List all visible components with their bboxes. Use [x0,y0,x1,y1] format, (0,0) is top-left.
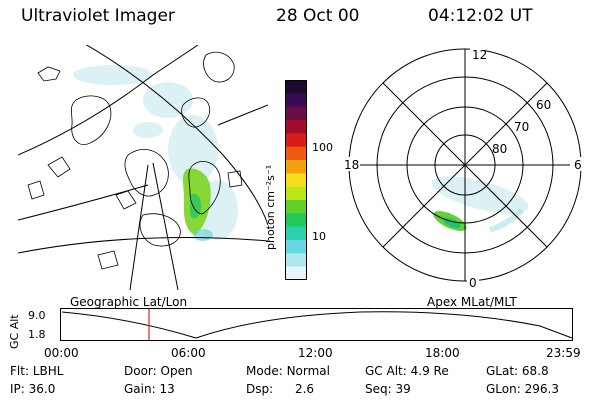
colorbar-cell [285,93,307,108]
info-gcalt: GC Alt: 4.9 Re [365,364,449,378]
colorbar-cells [285,80,307,280]
altitude-ytick-min: 1.8 [28,328,46,341]
app-title: Ultraviolet Imager [21,6,175,26]
colorbar-cell [285,133,307,148]
colorbar-unit-label: photon cm⁻²s⁻¹ [264,164,277,250]
info-door-value: Open [160,364,193,378]
info-seq-label: Seq: [365,382,392,396]
time-tick-1800: 18:00 [425,346,460,360]
info-gcalt-value: 4.9 Re [410,364,449,378]
colorbar-cell [285,80,307,94]
colorbar-cell [285,253,307,268]
info-mode-value: Normal [286,364,330,378]
info-glon-value: 296.3 [524,382,559,396]
info-ip-value: 36.0 [28,382,56,396]
time-tick-0000: 00:00 [44,346,79,360]
colorbar-cell [285,160,307,174]
polar-plot: 12 18 6 0 60 70 80 [342,47,584,290]
colorbar-tick-10: 10 [312,230,326,243]
mlt-label-6: 6 [574,158,582,172]
info-flt: Flt: LBHL [10,364,63,378]
colorbar-cell [285,146,307,161]
colorbar-cell [285,266,307,280]
info-dsp-label: Dsp: [246,382,274,396]
info-gain-value: 13 [159,382,175,396]
info-door-label: Door: [124,364,157,378]
mlat-label-70: 70 [514,120,529,134]
info-flt-label: Flt: [10,364,29,378]
info-mode: Mode: Normal [246,364,330,378]
info-door: Door: Open [124,364,193,378]
info-dsp-value: 2.6 [294,382,315,396]
info-glat-value: 68.8 [521,364,549,378]
colorbar-cell [285,200,307,214]
mlt-label-0: 0 [469,276,477,290]
colorbar-tick-100: 100 [312,141,333,154]
info-seq: Seq: 39 [365,382,411,396]
info-ip: IP: 36.0 [10,382,55,396]
mlt-label-18: 18 [344,158,359,172]
colorbar-cell [285,106,307,121]
mlat-label-80: 80 [492,142,507,156]
time-label: 04:12:02 UT [428,6,533,26]
info-glon: GLon: 296.3 [486,382,559,396]
geographic-map [18,45,268,290]
coastlines [27,51,243,270]
colorbar-cell [285,226,307,241]
colorbar-cell [285,213,307,228]
date-label: 28 Oct 00 [276,6,360,26]
colorbar-cell [285,186,307,201]
colorbar-cell [285,120,307,134]
polar-grid [348,48,582,282]
info-mode-label: Mode: [246,364,283,378]
info-seq-value: 39 [395,382,411,396]
altitude-curve [61,311,573,339]
colorbar-cell [285,240,307,254]
info-gain-label: Gain: [124,382,156,396]
info-dsp: Dsp: 2.6 [246,382,314,396]
info-ip-label: IP: [10,382,25,396]
mlat-label-60: 60 [536,98,551,112]
time-tick-1200: 12:00 [298,346,333,360]
time-tick-2359: 23:59 [546,346,581,360]
info-flt-value: LBHL [32,364,64,378]
info-gain: Gain: 13 [124,382,175,396]
colorbar [285,80,307,280]
latlon-grid [18,45,268,290]
geographic-caption: Geographic Lat/Lon [70,295,188,309]
altitude-plot [60,308,573,341]
info-glon-label: GLon: [486,382,521,396]
info-glat: GLat: 68.8 [486,364,549,378]
info-gcalt-label: GC Alt: [365,364,407,378]
info-glat-label: GLat: [486,364,519,378]
altitude-ylabel: GC Alt [8,314,21,349]
time-tick-0600: 06:00 [171,346,206,360]
colorbar-cell [285,173,307,188]
altitude-ytick-max: 9.0 [28,309,46,322]
polar-aurora [431,176,529,233]
mlt-label-12: 12 [472,48,487,62]
apex-caption: Apex MLat/MLT [427,295,517,309]
